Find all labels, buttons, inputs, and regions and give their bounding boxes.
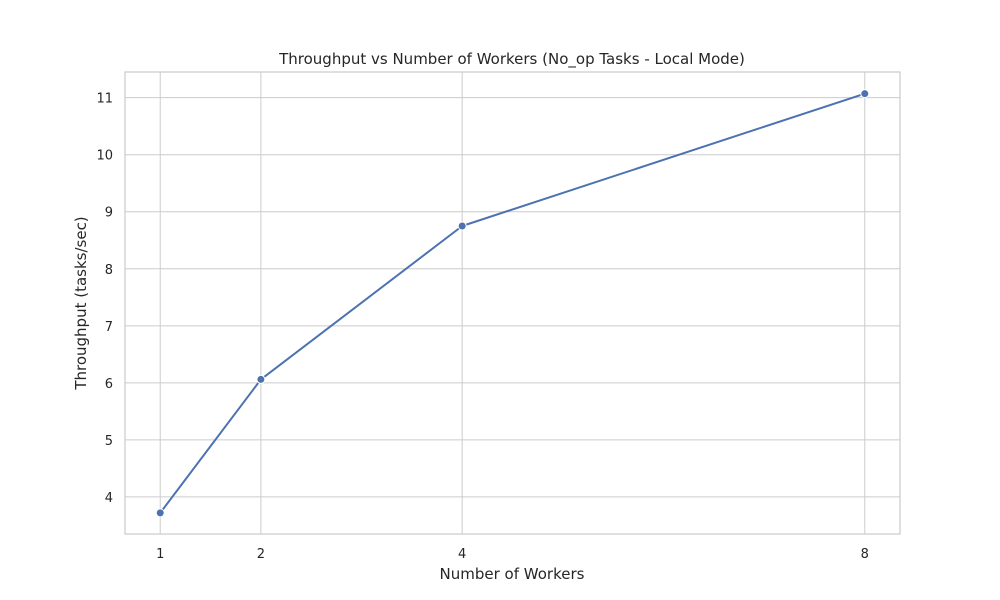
y-axis-label: Throughput (tasks/sec) [72,216,90,390]
x-tick-label: 8 [861,547,869,562]
plot-area [124,71,901,535]
y-tick-label: 4 [105,491,113,506]
series-layer [155,89,870,518]
y-tick-label: 5 [105,434,113,449]
data-point [860,89,870,99]
y-tick-label: 9 [105,206,113,221]
data-point [155,508,165,518]
y-tick-label: 7 [105,320,113,335]
x-tick-label: 1 [156,547,164,562]
x-axis-label: Number of Workers [440,565,585,583]
data-point [256,374,266,384]
grid-lines [125,72,900,534]
series-line [159,92,866,514]
chart-title: Throughput vs Number of Workers (No_op T… [278,50,745,69]
y-tick-label: 11 [96,92,113,107]
x-tick-label: 2 [257,547,265,562]
y-tick-label: 8 [105,263,113,278]
x-tick-label: 4 [458,547,466,562]
tick-labels: 1 2 4 8 4 5 6 7 8 9 10 11 [96,92,868,562]
y-tick-label: 6 [105,377,113,392]
y-tick-label: 10 [96,149,113,164]
data-point [457,221,467,231]
